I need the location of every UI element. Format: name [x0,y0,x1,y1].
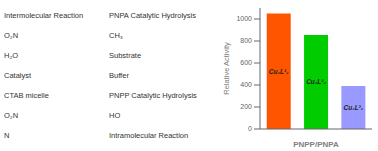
html-text:Intermolecular Reaction: Intermolecular Reaction [4,11,84,20]
html-text:O₂N: O₂N [4,31,19,40]
svg-text:Cu₂L¹₂: Cu₂L¹₂ [269,68,289,75]
html-text:O₂N: O₂N [4,111,19,120]
svg-text:0: 0 [248,125,252,132]
svg-text:Cu₂L²₂: Cu₂L²₂ [306,78,326,85]
svg-text:600: 600 [240,59,252,66]
html-text:Intramolecular Reaction: Intramolecular Reaction [109,131,189,140]
html-text:H₂O: H₂O [4,51,19,60]
html-text:PNPA Catalytic Hydrolysis: PNPA Catalytic Hydrolysis [109,11,196,20]
svg-text:1000: 1000 [236,15,252,22]
svg-text:200: 200 [240,103,252,110]
html-text:HO: HO [109,111,121,120]
html-text:CTAB micelle: CTAB micelle [4,91,49,100]
svg-text:PNPP/PNPA: PNPP/PNPA [293,140,339,149]
html-text:Catalyst: Catalyst [4,71,32,80]
html-text:N: N [4,131,10,140]
svg-text:Relative Activity: Relative Activity [222,42,231,95]
html-text:CH₃: CH₃ [109,31,123,40]
html-text:Buffer: Buffer [109,71,129,80]
html-text:Substrate: Substrate [109,51,142,60]
svg-text:Cu₂L³₂: Cu₂L³₂ [344,104,364,111]
svg-text:400: 400 [240,81,252,88]
html-text:PNPP Catalytic Hydrolysis: PNPP Catalytic Hydrolysis [109,91,197,100]
svg-text:800: 800 [240,37,252,44]
